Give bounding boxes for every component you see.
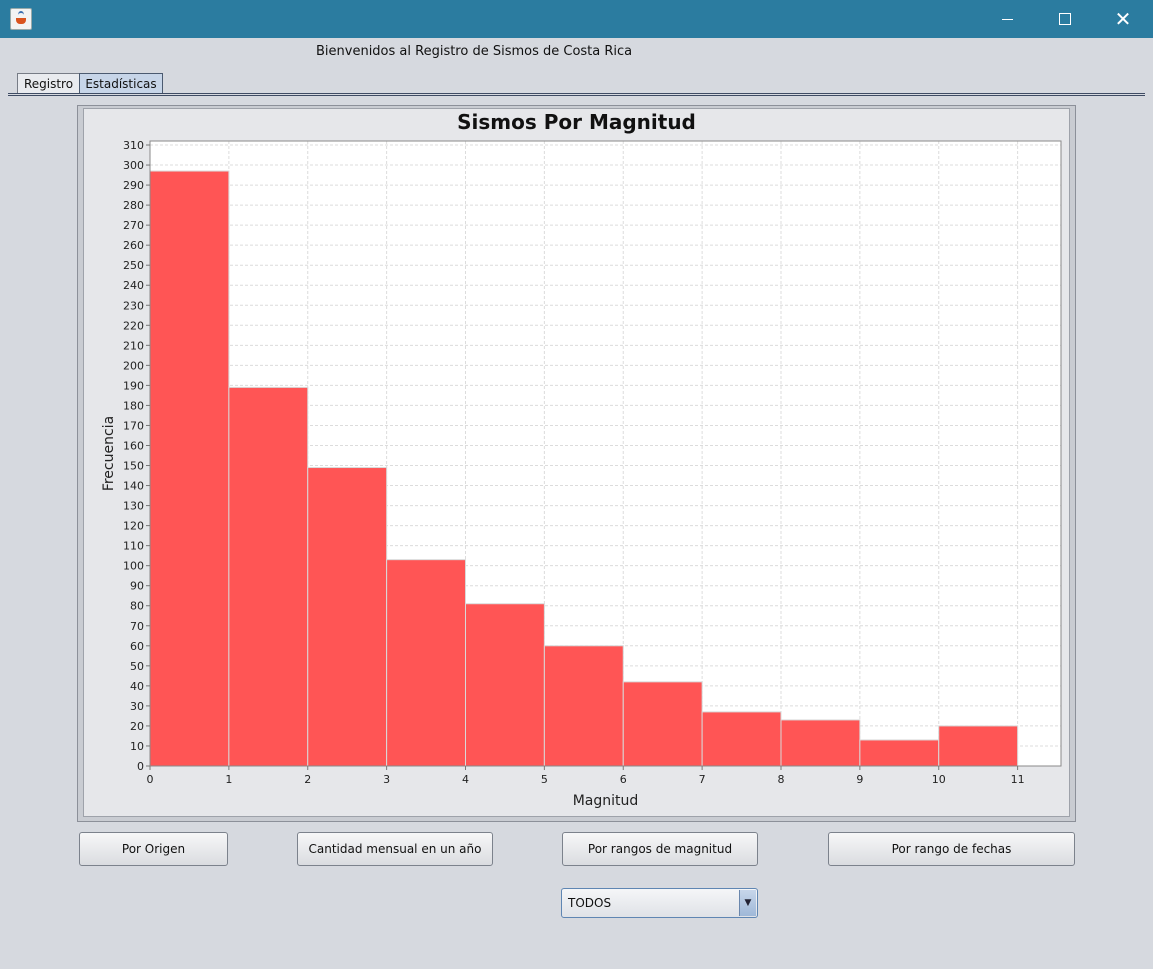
y-tick-label: 70 — [130, 620, 144, 633]
y-tick-label: 310 — [123, 139, 144, 152]
y-tick-label: 300 — [123, 159, 144, 172]
x-tick-label: 8 — [777, 773, 784, 786]
welcome-label: Bienvenidos al Registro de Sismos de Cos… — [316, 44, 633, 59]
histogram-bar — [307, 467, 388, 767]
y-tick-label: 110 — [123, 540, 144, 553]
y-tick-label: 0 — [137, 760, 144, 773]
histogram-bar — [701, 711, 782, 767]
histogram-bar — [780, 719, 861, 767]
plot-border — [149, 140, 1062, 767]
y-tick-label: 230 — [123, 299, 144, 312]
y-tick-label: 10 — [130, 740, 144, 753]
y-tick-label: 50 — [130, 660, 144, 673]
cantidad-mensual-button[interactable]: Cantidad mensual en un año — [297, 832, 493, 866]
por-rango-fechas-button[interactable]: Por rango de fechas — [828, 832, 1075, 866]
y-tick-label: 120 — [123, 520, 144, 533]
y-tick-label: 60 — [130, 640, 144, 653]
y-tick-label: 210 — [123, 339, 144, 352]
java-icon — [10, 8, 32, 30]
y-tick-label: 190 — [123, 379, 144, 392]
x-tick-label: 4 — [462, 773, 469, 786]
chart-title: Sismos Por Magnitud — [457, 110, 696, 134]
y-tick-label: 290 — [123, 179, 144, 192]
y-tick-label: 260 — [123, 239, 144, 252]
x-tick-label: 6 — [620, 773, 627, 786]
histogram-bar — [622, 681, 703, 767]
histogram-bar — [464, 603, 545, 767]
y-tick-label: 20 — [130, 720, 144, 733]
y-tick-label: 100 — [123, 560, 144, 573]
y-tick-label: 200 — [123, 359, 144, 372]
filter-selected-value: TODOS — [568, 896, 612, 910]
x-axis-label: Magnitud — [573, 793, 639, 809]
filter-dropdown[interactable]: TODOS ▼ — [561, 888, 758, 918]
y-tick-label: 220 — [123, 319, 144, 332]
y-tick-label: 30 — [130, 700, 144, 713]
x-tick-label: 2 — [304, 773, 311, 786]
y-tick-label: 180 — [123, 399, 144, 412]
x-tick-label: 9 — [856, 773, 863, 786]
x-tick-label: 3 — [383, 773, 390, 786]
tab-divider — [8, 93, 1145, 96]
y-tick-label: 40 — [130, 680, 144, 693]
y-tick-label: 250 — [123, 259, 144, 272]
window-titlebar: ✕ — [0, 0, 1153, 38]
por-rangos-magnitud-button[interactable]: Por rangos de magnitud — [562, 832, 758, 866]
y-tick-label: 160 — [123, 439, 144, 452]
por-origen-button[interactable]: Por Origen — [79, 832, 228, 866]
histogram-bar — [859, 739, 940, 767]
histogram-bar — [386, 559, 466, 767]
tab-estadisticas[interactable]: Estadísticas — [79, 73, 163, 94]
x-tick-label: 0 — [147, 773, 154, 786]
y-tick-label: 130 — [123, 500, 144, 513]
y-axis-label: Frecuencia — [101, 416, 117, 491]
minimize-button[interactable] — [978, 0, 1036, 38]
chevron-down-icon[interactable]: ▼ — [739, 890, 756, 916]
close-button[interactable]: ✕ — [1094, 0, 1152, 38]
x-tick-label: 10 — [932, 773, 946, 786]
y-tick-label: 140 — [123, 480, 144, 493]
y-tick-label: 80 — [130, 600, 144, 613]
y-tick-label: 280 — [123, 199, 144, 212]
y-tick-label: 150 — [123, 460, 144, 473]
y-tick-label: 240 — [123, 279, 144, 292]
x-tick-label: 5 — [541, 773, 548, 786]
x-tick-label: 11 — [1011, 773, 1025, 786]
y-tick-label: 270 — [123, 219, 144, 232]
histogram-bar — [149, 170, 230, 767]
y-tick-label: 170 — [123, 419, 144, 432]
maximize-button[interactable] — [1036, 0, 1094, 38]
histogram-bar — [938, 725, 1019, 767]
close-icon: ✕ — [1114, 7, 1132, 31]
histogram-bar — [543, 645, 624, 767]
histogram-bar — [228, 386, 309, 767]
y-tick-label: 90 — [130, 580, 144, 593]
x-tick-label: 7 — [699, 773, 706, 786]
x-tick-label: 1 — [225, 773, 232, 786]
